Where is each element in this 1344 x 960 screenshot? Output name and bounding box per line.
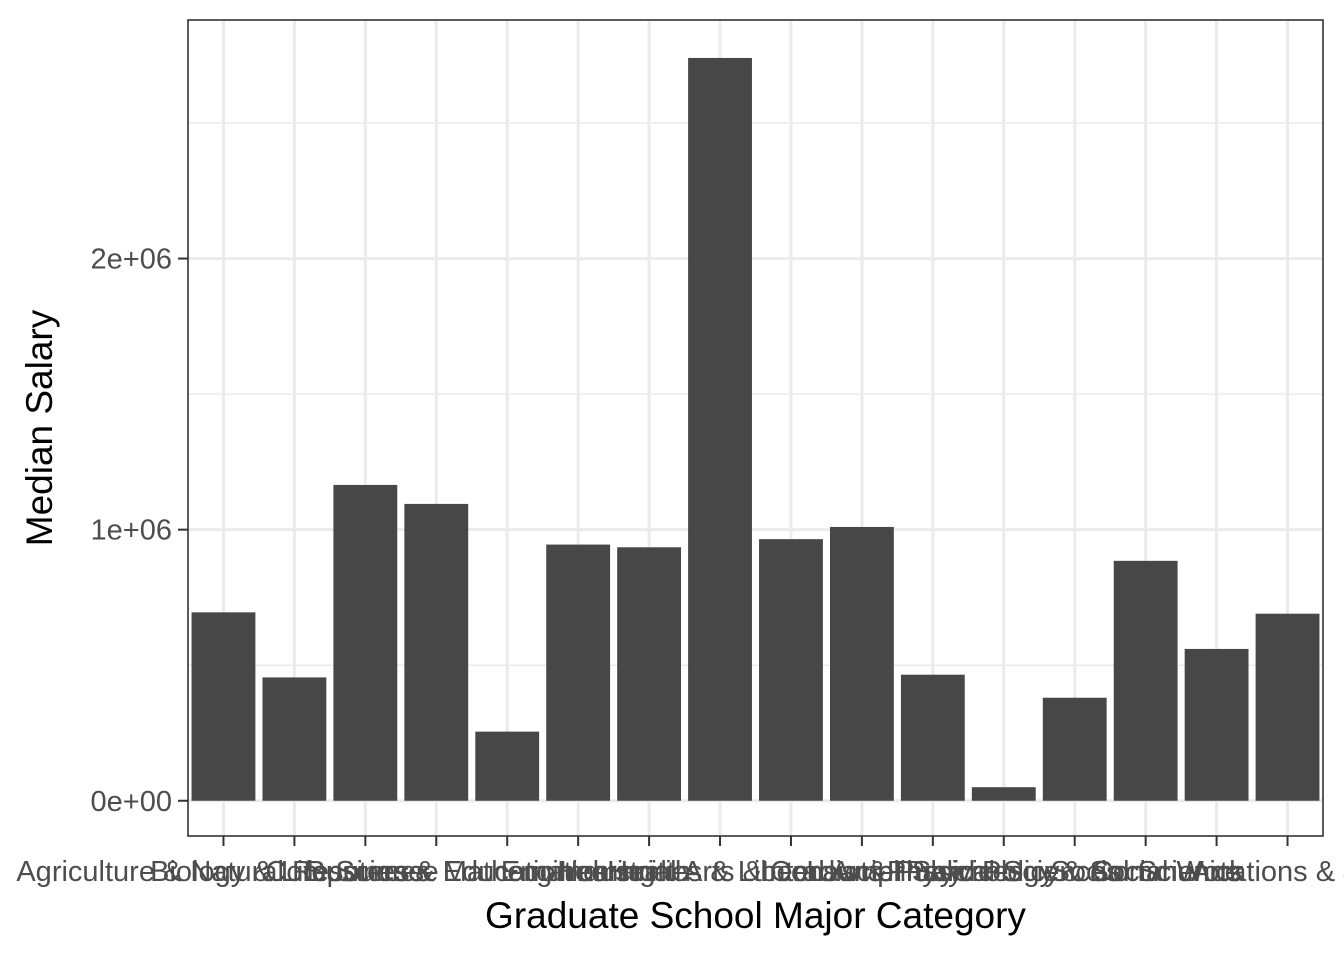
bar [262, 677, 327, 801]
x-tick-label: Computers & Mathematics [265, 856, 607, 888]
bar [191, 612, 256, 801]
x-tick-label: Arts [1191, 856, 1243, 888]
x-tick-label: Education [443, 856, 572, 888]
bar [900, 674, 965, 801]
bar [1184, 648, 1249, 801]
y-axis: 0e+00 1e+06 2e+06 [91, 244, 188, 818]
x-tick-label: Agriculture & Natural Resources [16, 856, 430, 888]
y-tick-label: 1e+06 [91, 515, 172, 547]
x-tick-label: Psychology & Social Work [906, 856, 1244, 888]
bars [191, 57, 1320, 801]
y-tick-label: 2e+06 [91, 244, 172, 276]
bar [1113, 560, 1178, 801]
bar [971, 787, 1036, 801]
panel-border [187, 19, 1324, 837]
bar [829, 526, 894, 801]
y-axis-title: Median Salary [19, 309, 60, 546]
bar [1042, 697, 1107, 801]
bar [617, 547, 682, 801]
x-tick-label: Humanities & Liberal Arts [557, 856, 883, 888]
bar [1255, 613, 1320, 801]
y-tick-label: 0e+00 [91, 786, 172, 818]
bar [546, 544, 611, 801]
bar [688, 57, 752, 801]
x-tick-label: Interdisciplinary [761, 856, 963, 888]
x-tick-label: Communications & Journalism [1092, 856, 1344, 888]
bar [759, 539, 823, 801]
x-axis-title: Graduate School Major Category [485, 895, 1026, 936]
x-tick-label: Physical Sciences [887, 856, 1121, 888]
x-tick-label: Health [607, 856, 691, 888]
bar [404, 503, 469, 801]
x-tick-label: Social Science [1051, 856, 1241, 888]
x-tick-label: Business [307, 856, 425, 888]
x-tick-label: Industrial Arts & Consumer Services [559, 856, 1023, 888]
x-tick-label: Engineering [501, 856, 656, 888]
bar [333, 484, 398, 801]
x-tick-label: Law & Public Policy [806, 856, 1060, 888]
x-tick-label: Biology & Life Science [150, 856, 439, 888]
bar [475, 731, 540, 801]
